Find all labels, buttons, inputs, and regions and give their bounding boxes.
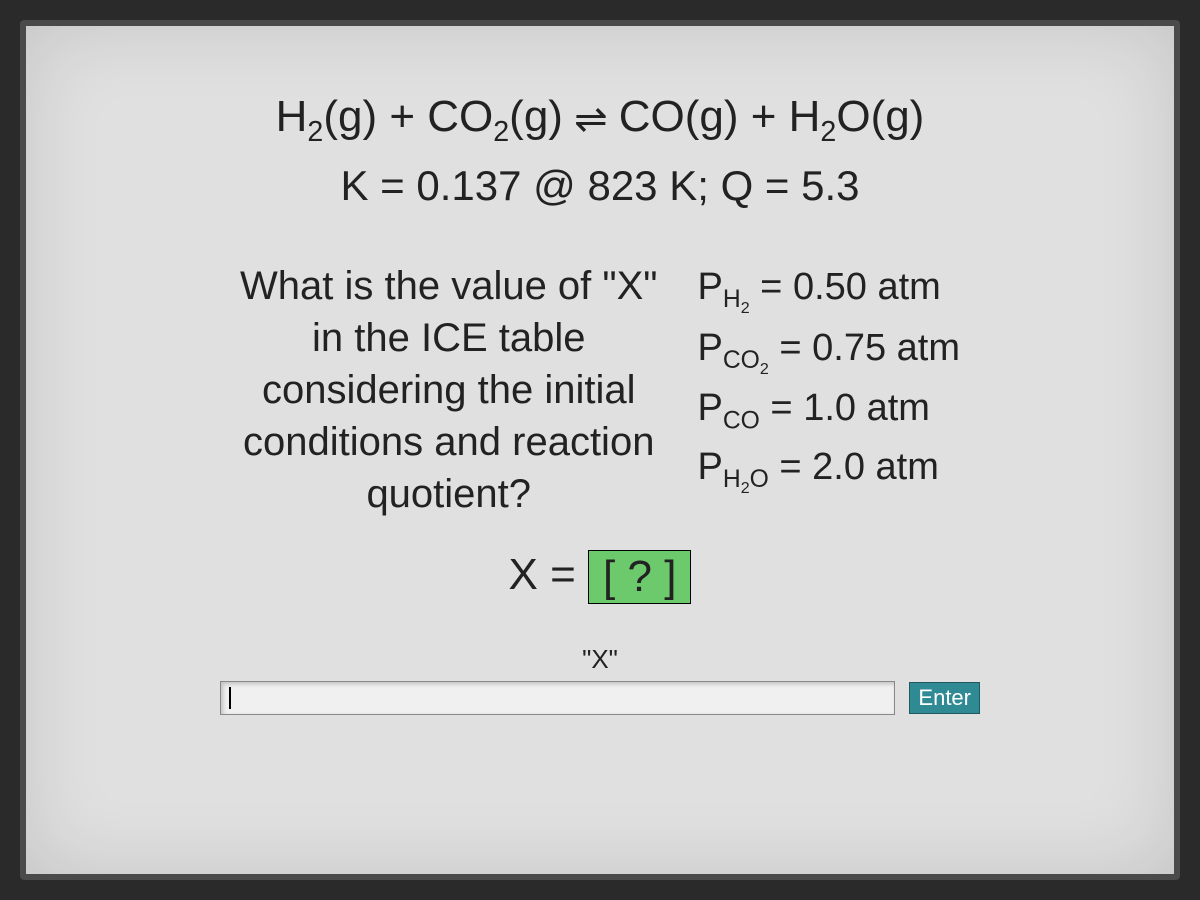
constants-line: K = 0.137 @ 823 K; Q = 5.3: [76, 162, 1124, 210]
equation-block: H2(g) + CO2(g) ⇌ CO(g) + H2O(g) K = 0.13…: [76, 86, 1124, 210]
question-line: What is the value of "X": [240, 260, 657, 312]
input-row: Enter: [220, 681, 980, 715]
plus-1: +: [377, 92, 427, 141]
pressure-row: PH2O = 2.0 atm: [697, 440, 960, 501]
pressures-list: PH2 = 0.50 atm PCO2 = 0.75 atm PCO = 1.0…: [697, 260, 960, 520]
k-label: K =: [340, 162, 416, 209]
separator: ;: [697, 162, 720, 209]
middle-row: What is the value of "X" in the ICE tabl…: [76, 260, 1124, 520]
plus-2: +: [738, 92, 788, 141]
pressure-row: PCO2 = 0.75 atm: [697, 321, 960, 382]
at-symbol: @: [521, 162, 587, 209]
input-label: "X": [220, 644, 980, 675]
pressure-value: 2.0 atm: [812, 446, 939, 488]
pressure-value: 0.75 atm: [812, 327, 960, 369]
reactant-h2: H2(g): [276, 92, 377, 141]
product-h2o: H2O(g): [789, 92, 925, 141]
question-line: conditions and reaction: [240, 416, 657, 468]
equilibrium-arrow-icon: ⇌: [563, 97, 619, 141]
k-value: 0.137: [416, 162, 521, 209]
pressure-value: 1.0 atm: [803, 387, 930, 429]
question-line: quotient?: [240, 468, 657, 520]
q-value: 5.3: [801, 162, 859, 209]
temperature: 823 K: [587, 162, 697, 209]
input-zone: "X" Enter: [220, 644, 980, 715]
q-label: Q =: [721, 162, 802, 209]
question-text: What is the value of "X" in the ICE tabl…: [240, 260, 657, 520]
reactant-co2: CO2(g): [427, 92, 563, 141]
product-co: CO(g): [619, 92, 739, 141]
pressure-row: PH2 = 0.50 atm: [697, 260, 960, 321]
pressure-row: PCO = 1.0 atm: [697, 381, 960, 439]
pressure-value: 0.50 atm: [793, 266, 941, 308]
answer-input[interactable]: [220, 681, 895, 715]
question-line: considering the initial: [240, 364, 657, 416]
question-line: in the ICE table: [240, 312, 657, 364]
text-cursor-icon: [229, 687, 231, 709]
reaction-equation: H2(g) + CO2(g) ⇌ CO(g) + H2O(g): [76, 86, 1124, 152]
enter-button[interactable]: Enter: [909, 682, 980, 714]
answer-prefix: X =: [509, 550, 589, 599]
problem-screen: H2(g) + CO2(g) ⇌ CO(g) + H2O(g) K = 0.13…: [20, 20, 1180, 880]
answer-display: X = [ ? ]: [76, 550, 1124, 605]
answer-placeholder-box: [ ? ]: [588, 550, 691, 604]
